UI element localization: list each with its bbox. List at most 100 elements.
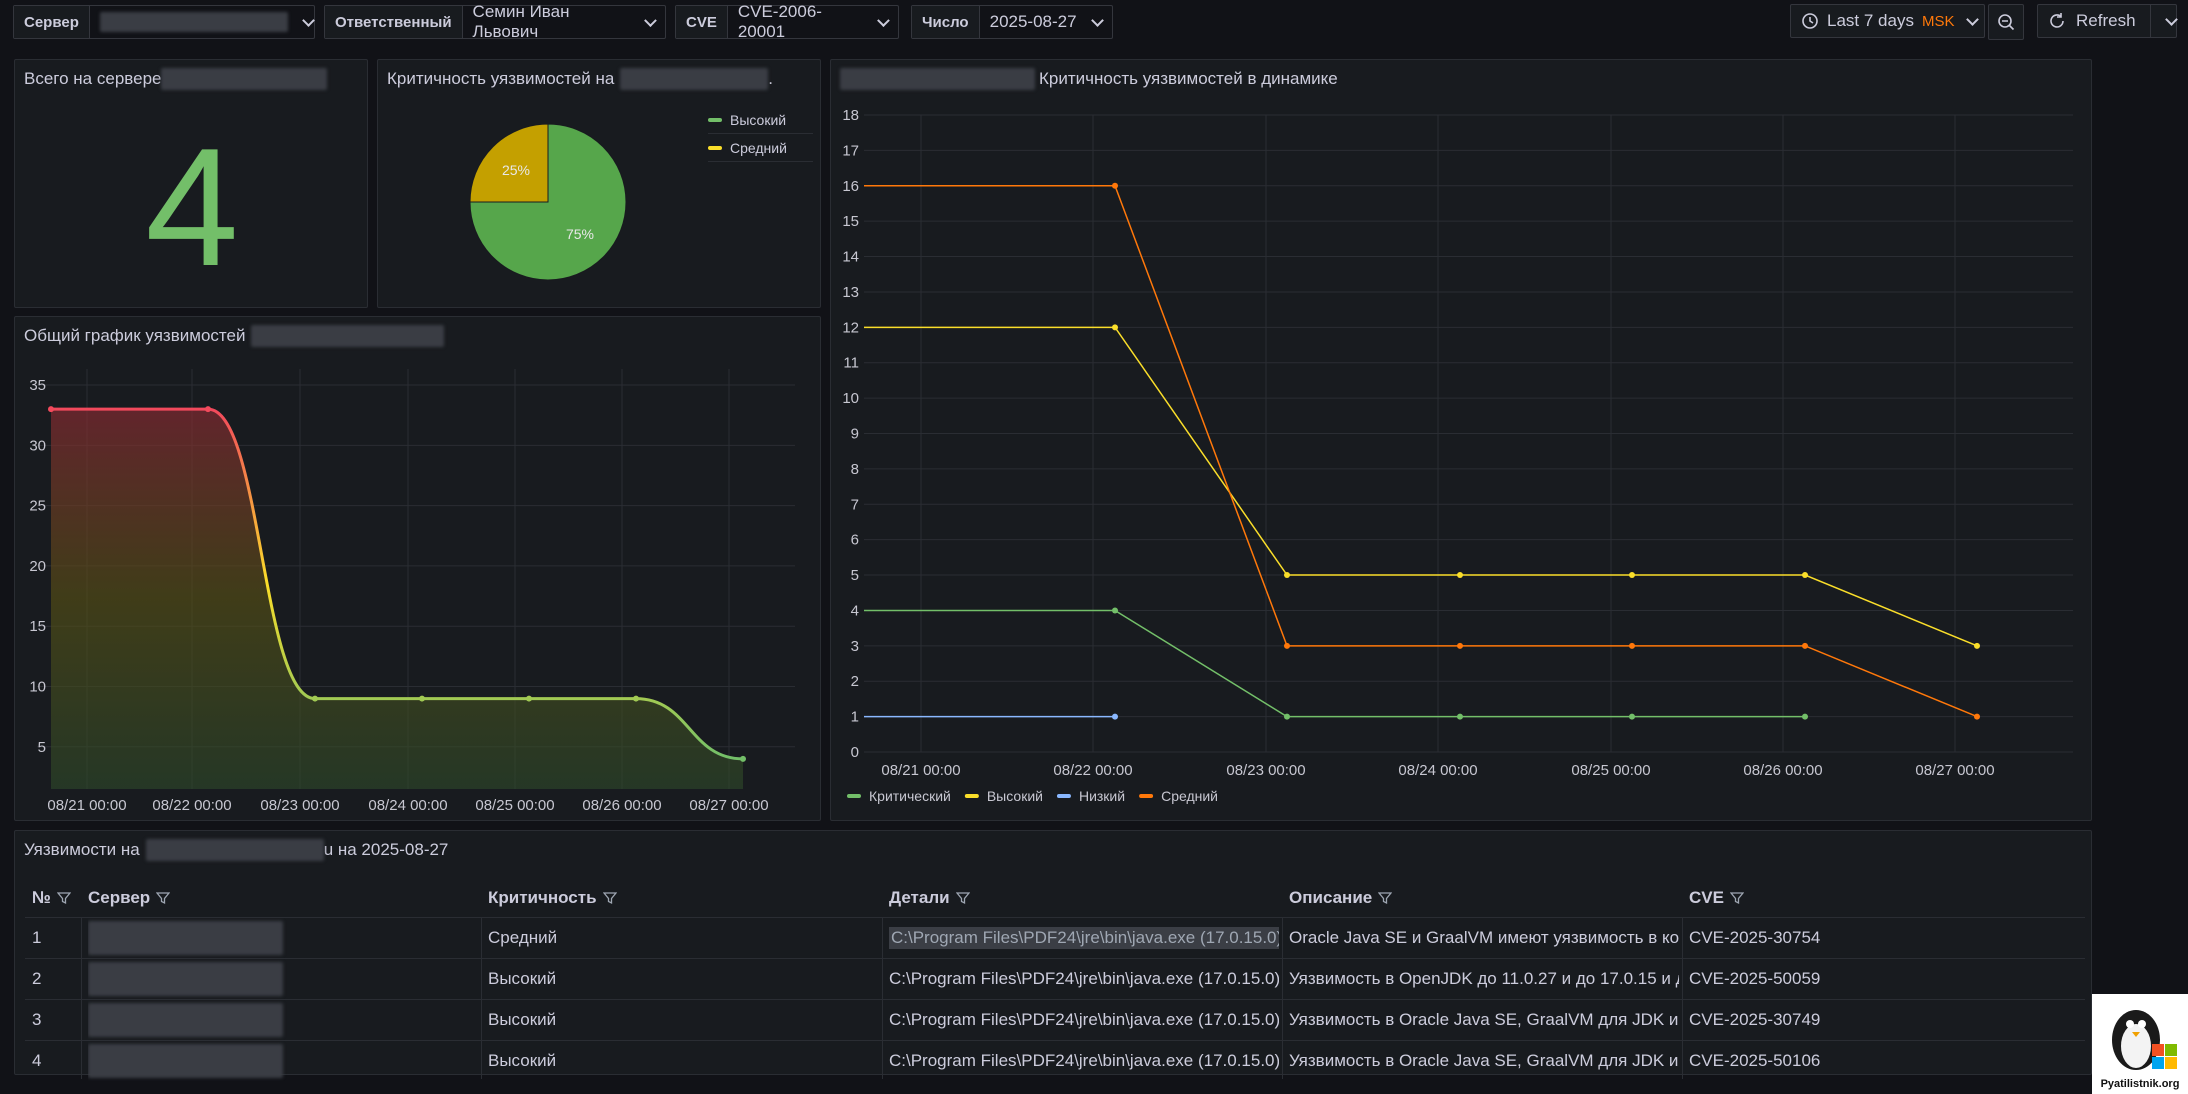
column-divider xyxy=(1282,917,1283,1079)
filter-icon[interactable] xyxy=(1378,891,1393,905)
y-tick-label: 0 xyxy=(851,744,859,761)
server-variable-select[interactable] xyxy=(90,6,323,38)
filter-icon[interactable] xyxy=(955,891,970,905)
refresh-button[interactable]: Refresh xyxy=(2037,4,2178,38)
stat-panel-title: Всего на сервере xyxy=(24,68,328,90)
cve-variable[interactable]: CVE CVE-2006-20001 xyxy=(675,2,899,41)
x-tick-label: 08/23 00:00 xyxy=(260,797,339,814)
column-header-label: Сервер xyxy=(88,888,151,907)
cell-details[interactable]: C:\Program Files\PDF24\jre\bin\java.exe … xyxy=(889,1010,1279,1029)
responsible-variable-select[interactable]: Семин Иван Львович xyxy=(463,2,665,41)
filter-icon[interactable] xyxy=(1729,891,1744,905)
y-tick-label: 17 xyxy=(842,142,859,159)
legend-item-high[interactable]: Высокий xyxy=(708,106,813,134)
table-panel-title-prefix: Уязвимости на xyxy=(24,840,140,859)
time-range-picker[interactable]: Last 7 days MSK xyxy=(1790,4,1985,38)
cell-description: Oracle Java SE и GraalVM имеют уязвимост… xyxy=(1289,928,1679,947)
line-panel-title-text: Критичность уязвимостей в динамике xyxy=(1039,69,1338,88)
data-point xyxy=(1284,572,1290,579)
x-tick-label: 08/26 00:00 xyxy=(582,797,661,814)
y-tick-label: 9 xyxy=(851,426,859,443)
data-point xyxy=(526,695,532,702)
pie-panel-title-suffix: . xyxy=(768,69,774,88)
y-tick-label: 20 xyxy=(29,558,46,575)
legend-swatch xyxy=(1056,794,1071,798)
legend-label: Высокий xyxy=(730,111,787,128)
stat-panel-title-text: Всего на сервере xyxy=(24,69,162,88)
series-line xyxy=(864,326,1978,647)
area-panel-title-text: Общий график уязвимостей xyxy=(24,326,246,345)
data-point xyxy=(1974,642,1980,649)
legend-label: Критический xyxy=(869,788,951,804)
cell-details[interactable]: C:\Program Files\PDF24\jre\bin\java.exe … xyxy=(889,969,1279,988)
column-header-server[interactable]: Сервер xyxy=(88,879,171,917)
x-tick-label: 08/26 00:00 xyxy=(1743,762,1822,779)
column-divider xyxy=(1682,917,1683,1079)
cell-server xyxy=(88,959,478,999)
y-tick-label: 3 xyxy=(851,638,859,655)
column-header-severity[interactable]: Критичность xyxy=(488,879,617,917)
date-variable[interactable]: Число 2025-08-27 xyxy=(911,5,1113,39)
y-tick-label: 8 xyxy=(851,461,859,478)
date-value: 2025-08-27 xyxy=(989,12,1077,31)
cell-severity: Высокий xyxy=(488,969,557,988)
column-header-cve[interactable]: CVE xyxy=(1689,879,1744,917)
y-tick-label: 14 xyxy=(842,249,859,266)
server-name-redacted xyxy=(88,921,283,955)
data-point xyxy=(1457,642,1463,649)
penguin-icon xyxy=(2112,1010,2177,1070)
cell-details[interactable]: C:\Program Files\PDF24\jre\bin\java.exe … xyxy=(889,918,1279,958)
y-tick-label: 11 xyxy=(843,355,859,372)
server-variable[interactable]: Сервер xyxy=(13,5,315,39)
cell-details[interactable]: C:\Program Files\PDF24\jre\bin\java.exe … xyxy=(889,1051,1279,1070)
pie-panel-title-text: Критичность уязвимостей на xyxy=(387,69,615,88)
cell-severity: Высокий xyxy=(488,1010,557,1029)
server-name-redacted xyxy=(161,68,328,90)
table-row[interactable]: 3 Высокий C:\Program Files\PDF24\jre\bin… xyxy=(25,999,2085,1040)
data-point xyxy=(1457,572,1463,579)
chevron-down-icon[interactable] xyxy=(2164,12,2178,26)
time-range-label: Last 7 days xyxy=(1827,11,1914,30)
data-point xyxy=(1802,642,1808,649)
filter-icon[interactable] xyxy=(602,891,617,905)
cell-description: Уязвимость в Oracle Java SE, GraalVM для… xyxy=(1289,1051,1679,1070)
filter-icon[interactable] xyxy=(56,891,71,905)
column-header-number[interactable]: № xyxy=(32,879,71,917)
area-chart: 5 10 15 20 25 30 35 08/21 00:00 08/22 00:00 08/23… xyxy=(29,369,795,814)
legend-item-medium[interactable]: Средний xyxy=(708,134,813,162)
data-point xyxy=(1629,572,1635,579)
data-point xyxy=(312,695,318,702)
data-point xyxy=(1112,713,1118,720)
filter-icon[interactable] xyxy=(156,891,171,905)
data-point xyxy=(1802,713,1808,720)
table-row[interactable]: 2 Высокий C:\Program Files\PDF24\jre\bin… xyxy=(25,958,2085,999)
area-line xyxy=(51,407,744,761)
legend-label: Средний xyxy=(730,139,787,156)
y-tick-label: 16 xyxy=(842,178,859,195)
watermark-text: Pyatilistnik.org xyxy=(2100,1078,2180,1090)
table-row[interactable]: 1 Средний C:\Program Files\PDF24\jre\bin… xyxy=(25,917,2085,958)
table-panel-title: Уязвимости на u на 2025-08-27 xyxy=(24,839,448,861)
server-variable-label: Сервер xyxy=(14,6,90,38)
cve-variable-select[interactable]: CVE-2006-20001 xyxy=(728,2,898,41)
stat-panel: Всего на сервере 4 xyxy=(14,59,368,308)
responsible-variable[interactable]: Ответственный Семин Иван Львович xyxy=(324,2,666,41)
pie-slice-label: 25% xyxy=(502,162,530,178)
cell-server xyxy=(88,1000,478,1040)
table-row[interactable]: 4 Высокий C:\Program Files\PDF24\jre\bin… xyxy=(25,1040,2085,1081)
zoom-out-button[interactable] xyxy=(1988,4,2024,40)
y-tick-label: 10 xyxy=(29,679,46,696)
responsible-value: Семин Иван Львович xyxy=(472,2,570,41)
data-point xyxy=(419,695,425,702)
cell-details-selected-text: C:\Program Files\PDF24\jre\bin\java.exe … xyxy=(889,927,1279,949)
legend-swatch xyxy=(847,794,861,798)
column-header-details[interactable]: Детали xyxy=(889,879,970,917)
pie-slice-label: 75% xyxy=(566,226,594,242)
area-fill xyxy=(51,409,743,789)
legend-swatch xyxy=(708,145,722,150)
legend-label: Средний xyxy=(1161,788,1218,804)
column-header-description[interactable]: Описание xyxy=(1289,879,1393,917)
data-point xyxy=(1284,642,1290,649)
date-variable-select[interactable]: 2025-08-27 xyxy=(980,6,1112,38)
